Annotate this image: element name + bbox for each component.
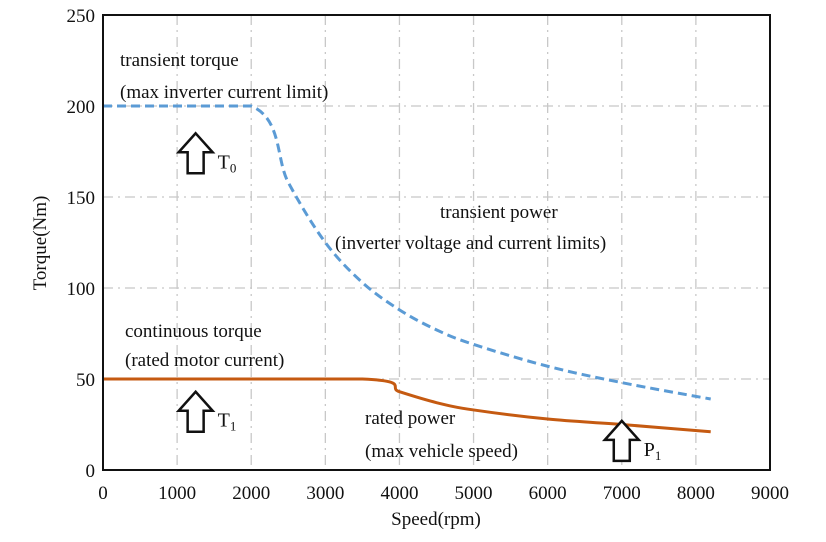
marker-arrow-t0: T0 [175,131,237,175]
annotation-transient-torque: transient torque (max inverter current l… [120,50,328,103]
marker-label: T1 [218,410,237,434]
annotation-line: (inverter voltage and current limits) [335,233,606,254]
y-tick-label: 150 [67,188,96,209]
annotation-continuous-torque: continuous torque (rated motor current) [125,321,284,371]
x-tick-label: 5000 [455,483,493,504]
tick-labels: 0 1000 2000 3000 4000 5000 6000 7000 8000 9000050… [67,6,790,504]
x-tick-label: 0 [98,483,108,504]
y-tick-label: 100 [67,279,96,300]
y-tick-label: 50 [76,370,95,391]
y-tick-label: 0 [86,461,96,482]
up-arrow-icon [601,418,642,463]
annotation-line: (max vehicle speed) [365,441,518,462]
marker-label: P1 [644,439,662,463]
y-axis-label: Torque(Nm) [30,196,51,291]
x-tick-label: 4000 [380,483,418,504]
x-tick-label: 9000 [751,483,789,504]
annotation-line: transient torque [120,50,239,71]
x-tick-label: 7000 [603,483,641,504]
x-tick-label: 2000 [232,483,270,504]
annotation-line: rated power [365,408,456,429]
annotation-line: (rated motor current) [125,350,284,371]
y-tick-label: 200 [67,97,96,118]
annotation-line: (max inverter current limit) [120,82,328,103]
up-arrow-icon [175,131,216,175]
marker-subscript: 0 [230,160,237,175]
x-tick-label: 6000 [529,483,567,504]
x-tick-label: 8000 [677,483,715,504]
annotation-line: transient power [440,202,558,223]
up-arrow-icon [175,389,216,433]
marker-label: T0 [218,151,237,175]
series-line-transient [103,104,711,401]
annotation-transient-power: transient power (inverter voltage and cu… [335,202,606,254]
annotation-line: continuous torque [125,321,262,342]
marker-subscript: 1 [655,448,662,463]
x-tick-label: 1000 [158,483,196,504]
x-tick-label: 3000 [306,483,344,504]
marker-arrow-t1: T1 [175,389,237,434]
marker-subscript: 1 [230,419,237,434]
annotation-rated-power: rated power (max vehicle speed) [365,408,518,462]
plot-frame [102,14,771,471]
grid [103,15,770,470]
x-axis-label: Speed(rpm) [391,509,481,530]
y-tick-label: 250 [67,6,96,27]
